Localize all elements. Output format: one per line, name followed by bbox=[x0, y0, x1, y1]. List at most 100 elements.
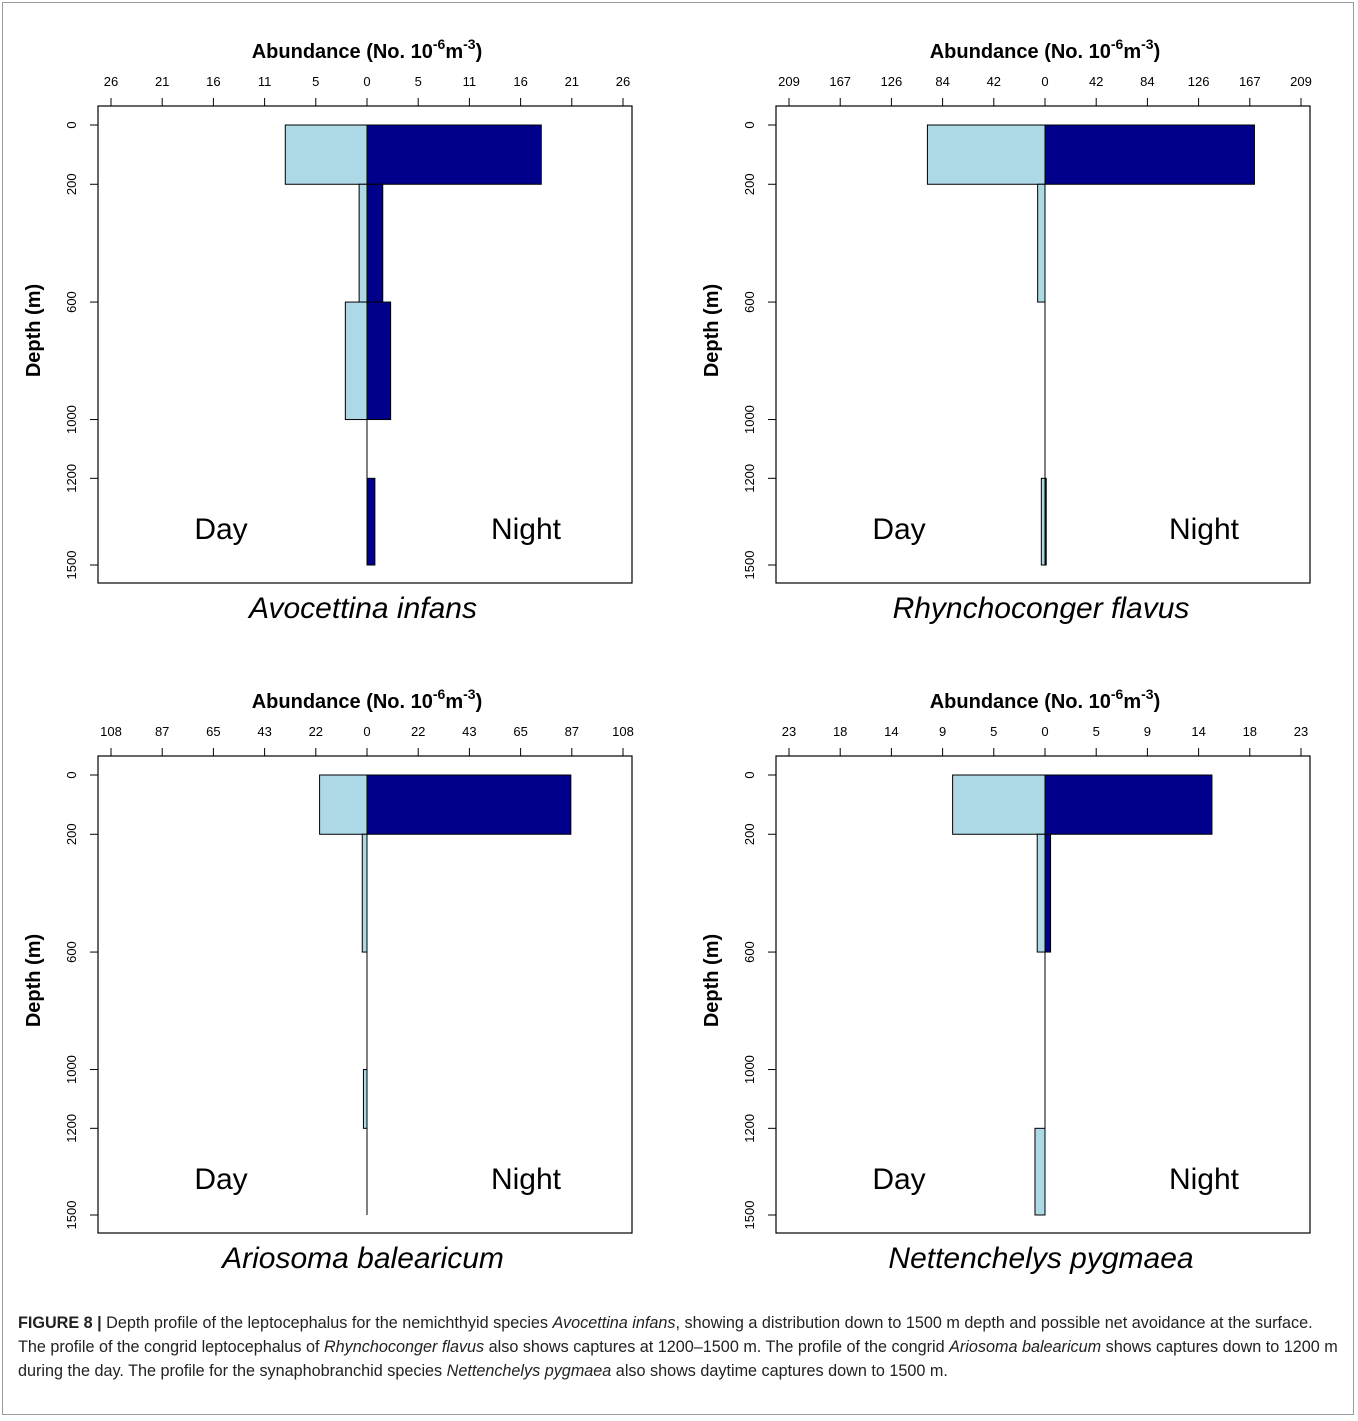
y-tick-label: 0 bbox=[742, 771, 757, 778]
caption-species-name: Avocettina infans bbox=[552, 1314, 676, 1332]
x-tick-label: 26 bbox=[104, 74, 118, 89]
y-tick-label: 0 bbox=[742, 121, 757, 128]
figure-caption: FIGURE 8 | Depth profile of the leptocep… bbox=[18, 1311, 1340, 1383]
species-name: Avocettina infans bbox=[247, 592, 477, 625]
night-label: Night bbox=[491, 513, 562, 546]
x-tick-label: 21 bbox=[565, 74, 579, 89]
x-tick-label: 11 bbox=[463, 74, 477, 89]
night-bar bbox=[366, 183, 384, 303]
caption-label: FIGURE 8 | bbox=[18, 1314, 102, 1332]
x-tick-label: 0 bbox=[1041, 724, 1048, 739]
x-tick-label: 84 bbox=[1140, 74, 1154, 89]
x-tick-label: 209 bbox=[1290, 74, 1312, 89]
species-name: Ariosoma balearicum bbox=[220, 1242, 504, 1275]
x-tick-label: 5 bbox=[1093, 724, 1100, 739]
x-tick-label: 42 bbox=[987, 74, 1001, 89]
y-tick-label: 1000 bbox=[742, 1055, 757, 1084]
day-label: Day bbox=[194, 513, 247, 546]
x-tick-label: 11 bbox=[258, 74, 272, 89]
y-tick-label: 1000 bbox=[64, 1055, 79, 1084]
day-bar bbox=[344, 301, 368, 421]
y-tick-label: 1500 bbox=[64, 1201, 79, 1230]
y-tick-label: 1200 bbox=[742, 1114, 757, 1143]
day-label: Day bbox=[194, 1163, 247, 1196]
x-axis-title: Abundance (No. 10-6m-3) bbox=[930, 36, 1161, 63]
y-tick-label: 1500 bbox=[64, 551, 79, 580]
x-axis-title: Abundance (No. 10-6m-3) bbox=[252, 686, 483, 713]
y-tick-label: 1200 bbox=[64, 1114, 79, 1143]
x-tick-label: 43 bbox=[257, 724, 271, 739]
y-tick-label: 1000 bbox=[64, 405, 79, 434]
x-tick-label: 65 bbox=[513, 724, 527, 739]
y-tick-label: 200 bbox=[64, 823, 79, 845]
y-tick-label: 1200 bbox=[742, 464, 757, 493]
x-tick-label: 5 bbox=[415, 74, 422, 89]
day-bar bbox=[1034, 1127, 1046, 1216]
caption-species-name: Ariosoma balearicum bbox=[949, 1338, 1102, 1356]
x-tick-label: 209 bbox=[778, 74, 800, 89]
night-bar bbox=[366, 301, 392, 421]
caption-text: also shows captures at 1200–1500 m. The … bbox=[484, 1338, 950, 1356]
day-bar bbox=[1040, 477, 1046, 566]
night-label: Night bbox=[1169, 513, 1240, 546]
x-tick-label: 108 bbox=[100, 724, 122, 739]
day-label: Day bbox=[872, 513, 925, 546]
chart-panel-2: 209 167 126 84 42 0 42 84 126 167 209 Abundance (No… bbox=[701, 36, 1312, 625]
x-tick-label: 5 bbox=[990, 724, 997, 739]
x-tick-label: 0 bbox=[1041, 74, 1048, 89]
day-bar bbox=[362, 1069, 368, 1129]
night-bar bbox=[1044, 774, 1213, 835]
day-bar bbox=[319, 774, 368, 835]
night-bar bbox=[366, 477, 376, 566]
x-tick-label: 84 bbox=[935, 74, 949, 89]
x-tick-label: 23 bbox=[1294, 724, 1308, 739]
night-bar bbox=[366, 124, 542, 185]
y-tick-label: 1500 bbox=[742, 1201, 757, 1230]
x-tick-label: 0 bbox=[363, 74, 370, 89]
y-tick-label: 200 bbox=[64, 173, 79, 195]
y-tick-label: 0 bbox=[64, 771, 79, 778]
x-tick-label: 14 bbox=[884, 724, 898, 739]
y-tick-label: 600 bbox=[64, 941, 79, 963]
caption-text: also shows daytime captures down to 1500… bbox=[611, 1362, 948, 1380]
night-label: Night bbox=[1169, 1163, 1240, 1196]
y-axis-title: Depth (m) bbox=[701, 284, 723, 377]
day-label: Day bbox=[872, 1163, 925, 1196]
x-tick-label: 18 bbox=[1243, 724, 1257, 739]
y-tick-label: 200 bbox=[742, 173, 757, 195]
day-bar bbox=[1036, 833, 1046, 953]
x-tick-label: 18 bbox=[833, 724, 847, 739]
caption-text: Depth profile of the leptocephalus for t… bbox=[101, 1314, 553, 1332]
x-tick-label: 42 bbox=[1089, 74, 1103, 89]
day-bar bbox=[361, 833, 368, 953]
x-tick-label: 16 bbox=[206, 74, 220, 89]
night-bar bbox=[1044, 124, 1255, 185]
x-tick-label: 22 bbox=[411, 724, 425, 739]
caption-text: shows captures down to 1200 m during the… bbox=[18, 1338, 1338, 1380]
y-tick-label: 1200 bbox=[64, 464, 79, 493]
night-bar bbox=[1044, 833, 1052, 953]
x-tick-label: 9 bbox=[1144, 724, 1151, 739]
x-tick-label: 22 bbox=[309, 724, 323, 739]
night-label: Night bbox=[491, 1163, 562, 1196]
y-axis-title: Depth (m) bbox=[23, 934, 45, 1027]
x-tick-label: 16 bbox=[513, 74, 527, 89]
y-tick-label: 1500 bbox=[742, 551, 757, 580]
caption-text: , showing a distribution down to 1500 m … bbox=[18, 1314, 1313, 1356]
day-bar bbox=[1037, 183, 1046, 303]
caption-species-name: Nettenchelys pygmaea bbox=[446, 1362, 612, 1380]
x-tick-label: 108 bbox=[612, 724, 634, 739]
day-bar bbox=[952, 774, 1046, 835]
night-bar bbox=[366, 774, 572, 835]
y-axis-title: Depth (m) bbox=[23, 284, 45, 377]
x-tick-label: 5 bbox=[312, 74, 319, 89]
chart-panel-3: 108 87 65 43 22 0 22 43 65 87 108 Abundance (No. 10… bbox=[23, 686, 634, 1275]
y-axis-title: Depth (m) bbox=[701, 934, 723, 1027]
caption-species-name: Rhynchoconger flavus bbox=[323, 1338, 485, 1356]
x-axis-title: Abundance (No. 10-6m-3) bbox=[252, 36, 483, 63]
y-tick-label: 600 bbox=[742, 941, 757, 963]
x-tick-label: 87 bbox=[565, 724, 579, 739]
figure-panels: 26 21 16 11 5 0 5 11 16 21 26 Abundance (No. 10-6m-… bbox=[23, 36, 1312, 1275]
species-name: Nettenchelys pygmaea bbox=[888, 1242, 1193, 1275]
species-name: Rhynchoconger flavus bbox=[893, 592, 1190, 625]
